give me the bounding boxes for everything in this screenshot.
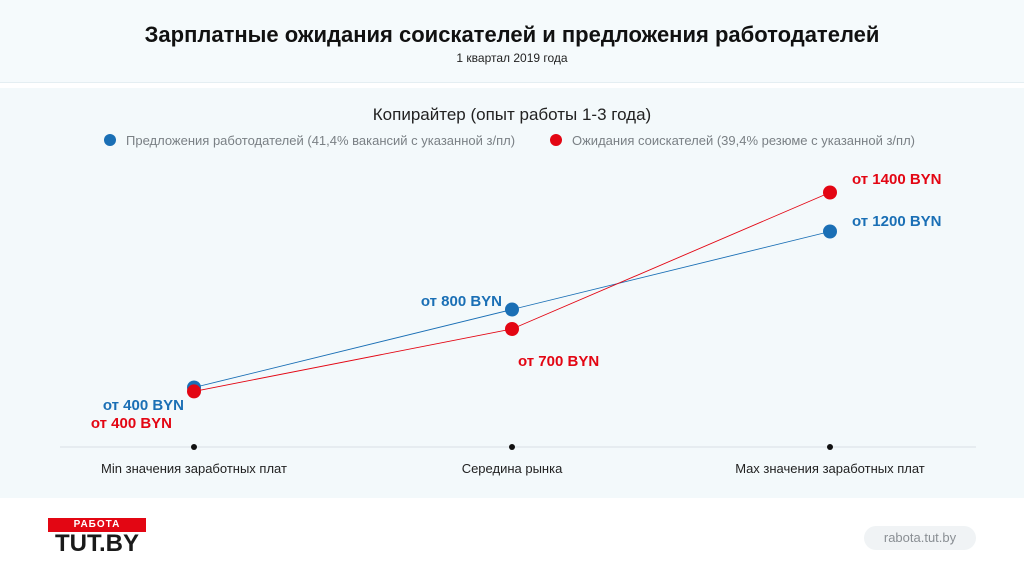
point-0-2 bbox=[823, 224, 837, 239]
x-tick-label-0: Min значения заработных плат bbox=[101, 461, 287, 476]
line-chart: Копирайтер (опыт работы 1-3 года) Предло… bbox=[60, 105, 976, 476]
legend-marker-1 bbox=[550, 134, 562, 146]
chart-title: Копирайтер (опыт работы 1-3 года) bbox=[373, 105, 651, 124]
legend-label-1: Ожидания соискателей (39,4% резюме с ука… bbox=[572, 133, 915, 148]
point-1-1 bbox=[505, 322, 519, 336]
footer: РАБОТА TUT.BY rabota.tut.by bbox=[0, 498, 1024, 576]
point-0-1 bbox=[505, 302, 519, 317]
legend: Предложения работодателей (41,4% ваканси… bbox=[104, 133, 915, 148]
data-label-0-1: от 800 BYN bbox=[421, 293, 502, 310]
legend-label-0: Предложения работодателей (41,4% ваканси… bbox=[126, 133, 515, 148]
page-subtitle: 1 квартал 2019 года bbox=[456, 51, 568, 65]
data-label-0-2: от 1200 BYN bbox=[852, 213, 942, 230]
x-tick-1 bbox=[509, 444, 515, 450]
site-link[interactable]: rabota.tut.by bbox=[864, 526, 976, 550]
data-label-0-0: от 400 BYN bbox=[103, 397, 184, 414]
plot-area: Копирайтер (опыт работы 1-3 года) Предло… bbox=[0, 88, 1024, 498]
logo-main-text: TUT.BY bbox=[55, 530, 139, 557]
series-line-1 bbox=[193, 192, 831, 392]
page-title: Зарплатные ожидания соискателей и предло… bbox=[144, 22, 880, 47]
point-1-2 bbox=[823, 185, 837, 200]
x-ticks: Min значения заработных плат Середина рын… bbox=[101, 444, 925, 476]
x-tick-2 bbox=[827, 444, 833, 450]
data-labels: от 400 BYN от 800 BYN от 1200 BYN от 400 BY… bbox=[91, 171, 942, 432]
point-1-0 bbox=[187, 384, 201, 399]
x-tick-label-2: Max значения заработных плат bbox=[735, 461, 925, 476]
data-label-1-2: от 1400 BYN bbox=[852, 171, 942, 188]
legend-marker-0 bbox=[104, 134, 116, 146]
header: Зарплатные ожидания соискателей и предло… bbox=[0, 0, 1024, 83]
data-label-1-1: от 700 BYN bbox=[518, 353, 599, 370]
series-lines bbox=[193, 192, 831, 392]
tutby-logo[interactable]: РАБОТА TUT.BY bbox=[48, 518, 146, 558]
x-tick-label-1: Середина рынка bbox=[462, 461, 563, 476]
x-tick-0 bbox=[191, 444, 197, 450]
data-points bbox=[187, 185, 837, 399]
logo-top-text: РАБОТА bbox=[48, 518, 146, 532]
data-label-1-0: от 400 BYN bbox=[91, 415, 172, 432]
